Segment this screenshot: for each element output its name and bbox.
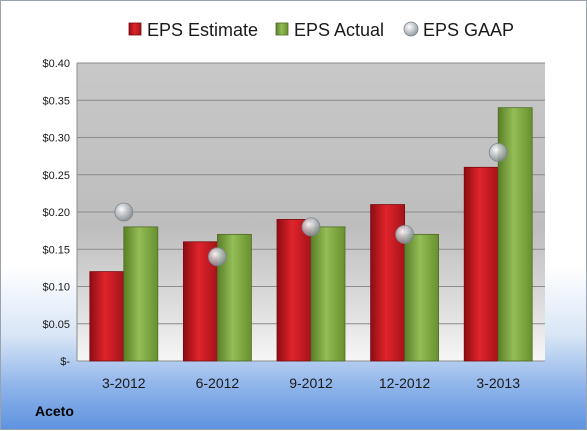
x-tick-label: 12-2012 bbox=[379, 375, 431, 391]
x-tick-label: 9-2012 bbox=[289, 375, 333, 391]
marker-eps-gaap bbox=[207, 247, 227, 267]
legend-eps-gaap-swatch bbox=[403, 21, 419, 37]
legend-eps-gaap-label: EPS GAAP bbox=[423, 20, 514, 40]
bar-eps-estimate bbox=[89, 271, 125, 362]
x-tick-label: 6-2012 bbox=[196, 375, 240, 391]
legend-eps-estimate-label: EPS Estimate bbox=[147, 20, 258, 40]
bar-eps-actual bbox=[123, 226, 159, 362]
x-tick-label: 3-2013 bbox=[476, 375, 520, 391]
legend-eps-actual-label: EPS Actual bbox=[294, 20, 384, 40]
y-tick-label: $0.15 bbox=[42, 244, 70, 256]
y-tick-label: $0.05 bbox=[42, 319, 70, 331]
y-tick-label: $- bbox=[60, 356, 70, 368]
legend-eps-gaap: EPS GAAP bbox=[403, 20, 514, 40]
bar-eps-actual bbox=[404, 233, 440, 362]
y-tick-label: $0.25 bbox=[42, 170, 70, 182]
y-tick-label: $0.10 bbox=[42, 282, 70, 294]
marker-eps-gaap bbox=[488, 142, 508, 162]
legend-eps-actual: EPS Actual bbox=[275, 20, 384, 40]
bar-eps-actual bbox=[310, 226, 346, 362]
bar-eps-estimate bbox=[276, 219, 312, 362]
legend-eps-estimate: EPS Estimate bbox=[128, 20, 258, 40]
legend-eps-actual-swatch bbox=[275, 22, 289, 36]
legend: EPS Estimate EPS Actual EPS GAAP bbox=[128, 20, 514, 40]
marker-eps-gaap bbox=[301, 217, 321, 237]
plot-area: $- $0.05 $0.10 $0.15 $0.20 $0.25 $0.30 $0.35 $0.… bbox=[42, 58, 545, 391]
y-tick-label: $0.20 bbox=[42, 207, 70, 219]
company-label: Aceto bbox=[35, 403, 74, 419]
bar-eps-estimate bbox=[463, 166, 499, 362]
marker-eps-gaap bbox=[114, 202, 134, 222]
y-tick-label: $0.30 bbox=[42, 133, 70, 145]
y-tick-label: $0.40 bbox=[42, 58, 70, 70]
marker-eps-gaap bbox=[395, 224, 415, 244]
legend-eps-estimate-swatch bbox=[128, 22, 142, 36]
x-tick-label: 3-2012 bbox=[102, 375, 146, 391]
y-tick-label: $0.35 bbox=[42, 95, 70, 107]
